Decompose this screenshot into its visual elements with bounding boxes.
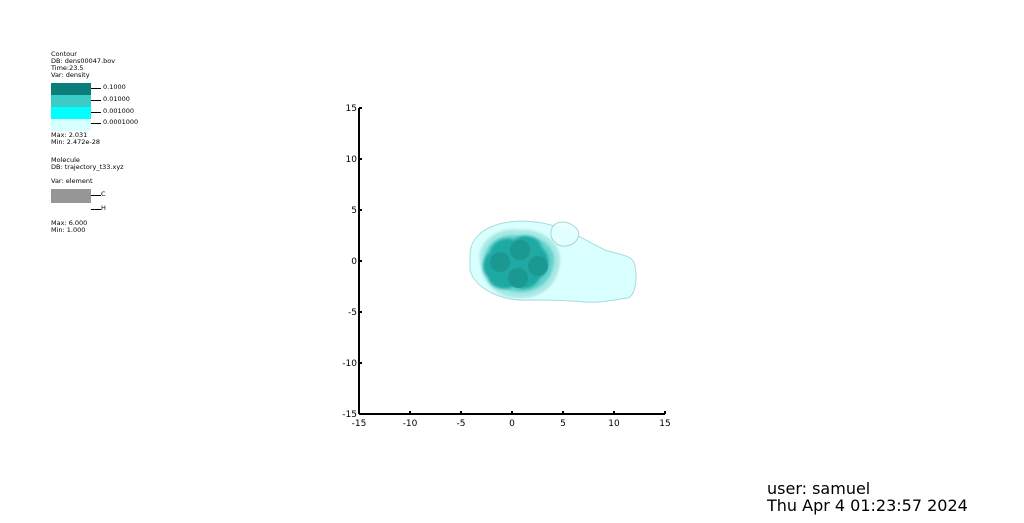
molecule-min: Min: 1.000	[51, 226, 86, 234]
x-tick-label: -5	[457, 419, 466, 429]
contour-level-swatch-1	[51, 83, 91, 95]
contour-level-swatch-3	[51, 107, 91, 119]
x-tick-label: -10	[403, 419, 418, 429]
density-contour-surfaces	[469, 220, 637, 303]
contour-min: Min: 2.472e-28	[51, 138, 101, 146]
molecule-legend-var: Var: element	[51, 177, 93, 185]
density-lump-4	[508, 268, 528, 288]
contour-level-label-3: 0.001000	[103, 107, 135, 115]
contour-legend-db: DB: dens00047.bov	[51, 57, 116, 65]
y-tick-label: -15	[342, 410, 357, 420]
x-tick-label: 10	[608, 419, 620, 429]
molecule-legend-db: DB: trajectory_t33.xyz	[51, 163, 124, 171]
element-label-h: H	[101, 204, 106, 212]
contour-level-swatch-4	[51, 119, 91, 131]
density-lump-1	[490, 252, 510, 272]
y-tick-label: 0	[351, 257, 357, 267]
contour-level-label-1: 0.1000	[103, 83, 126, 91]
contour-level-swatch-2	[51, 95, 91, 107]
x-tick-label: -15	[352, 419, 367, 429]
density-lump-2	[510, 240, 530, 260]
element-label-c: C	[101, 190, 106, 198]
element-swatch-c	[51, 189, 91, 203]
contour-level-label-4: 0.0001000	[103, 118, 139, 126]
contour-max: Max: 2.031	[51, 131, 88, 139]
molecule-legend-title: Molecule	[51, 156, 80, 164]
y-tick-label: 5	[351, 206, 357, 216]
footer-user: user: samuel	[767, 479, 871, 498]
contour-legend-var: Var: density	[51, 71, 90, 79]
y-tick-label: 10	[346, 155, 358, 165]
footer-date: Thu Apr 4 01:23:57 2024	[767, 496, 968, 515]
element-swatch-h	[51, 203, 91, 215]
contour-legend-time: Time:23.5	[51, 64, 84, 72]
axes: -15 -10 -5 0 5 10 15 15 10 5 0 -5 -10 -15	[342, 104, 670, 429]
x-tick-label: 5	[560, 419, 566, 429]
x-tick-label: 15	[659, 419, 670, 429]
x-tick-label: 0	[509, 419, 515, 429]
contour-legend-title: Contour	[51, 50, 77, 58]
y-tick-label: 15	[346, 104, 357, 114]
contour-level-label-2: 0.01000	[103, 95, 130, 103]
contour-surface-0.1	[482, 235, 549, 289]
y-tick-label: -10	[342, 359, 357, 369]
density-lump-3	[528, 256, 548, 276]
y-tick-label: -5	[348, 308, 357, 318]
molecule-max: Max: 6.000	[51, 219, 88, 227]
contour-surface-blob	[550, 221, 580, 247]
